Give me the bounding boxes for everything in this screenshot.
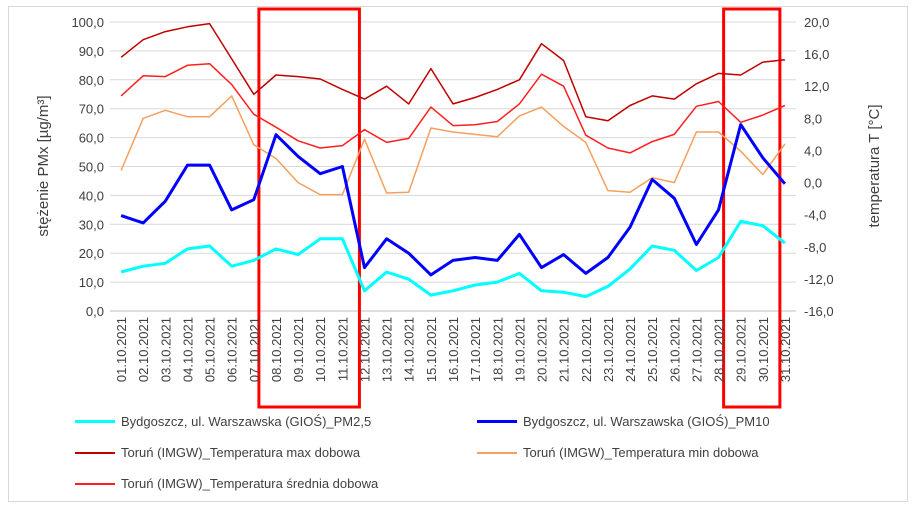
highlight-box	[257, 7, 361, 409]
y2-tick-label: 16,0	[804, 47, 829, 62]
y2-axis-title: temperatura T [°C]	[866, 105, 883, 228]
legend-swatch-tmin	[477, 451, 517, 454]
y2-tick-label: -16,0	[804, 304, 834, 319]
y2-tick-label: -12,0	[804, 272, 834, 287]
y-tick-label: 0,0	[86, 304, 104, 319]
y2-tick-label: 8,0	[804, 111, 822, 126]
legend-label-pm10: Bydgoszcz, ul. Warszawska (GIOŚ)_PM10	[523, 414, 770, 429]
series-line	[120, 219, 786, 299]
y-tick-label: 90,0	[79, 44, 104, 59]
x-tick-label: 16.10.2021	[446, 317, 461, 382]
x-tick-label: 30.10.2021	[756, 317, 771, 382]
legend-swatch-pm10	[477, 420, 517, 423]
chart-frame	[8, 6, 908, 502]
x-tick-label: 03.10.2021	[158, 317, 173, 382]
x-tick-label: 05.10.2021	[203, 317, 218, 382]
y2-tick-label: 4,0	[804, 143, 822, 158]
y-tick-label: 100,0	[71, 15, 104, 30]
y-tick-label: 70,0	[79, 102, 104, 117]
y-tick-label: 30,0	[79, 217, 104, 232]
series-lines	[120, 22, 787, 299]
x-tick-label: 09.10.2021	[291, 317, 306, 382]
y2-tick-label: 20,0	[804, 15, 829, 30]
legend-label-tmax: Toruń (IMGW)_Temperatura max dobowa	[121, 445, 361, 460]
x-tick-label: 22.10.2021	[579, 317, 594, 382]
right-tick-labels: -16,0 -12,0 -8,0 -4,0 0,0 4,0 8,0 12,0 16,0 20,0	[804, 15, 834, 319]
x-tick-label: 29.10.2021	[734, 317, 749, 382]
legend-item-tmax: Toruń (IMGW)_Temperatura max dobowa	[75, 445, 360, 460]
legend-item-tavg: Toruń (IMGW)_Temperatura średnia dobowa	[75, 476, 378, 491]
series-line	[120, 123, 787, 277]
y-tick-label: 40,0	[79, 188, 104, 203]
series-line	[120, 22, 785, 122]
legend-swatch-tmax	[75, 451, 115, 454]
y-tick-label: 60,0	[79, 131, 104, 146]
x-tick-label: 25.10.2021	[645, 317, 660, 382]
x-tick-label: 10.10.2021	[313, 317, 328, 382]
series-line	[120, 62, 786, 154]
x-tick-label: 23.10.2021	[601, 317, 616, 382]
legend-swatch-pm25	[75, 420, 115, 423]
legend-label-tavg: Toruń (IMGW)_Temperatura średnia dobowa	[121, 476, 379, 491]
x-tick-label: 14.10.2021	[402, 317, 417, 382]
x-tick-label: 27.10.2021	[689, 317, 704, 382]
x-tick-label: 13.10.2021	[380, 317, 395, 382]
x-tick-label: 07.10.2021	[247, 317, 262, 382]
x-tick-label: 20.10.2021	[535, 317, 550, 382]
x-tick-label: 26.10.2021	[667, 317, 682, 382]
x-tick-label: 06.10.2021	[225, 317, 240, 382]
x-tick-label: 19.10.2021	[512, 317, 527, 382]
x-tick-label: 24.10.2021	[623, 317, 638, 382]
x-tick-label: 04.10.2021	[180, 317, 195, 382]
legend-swatch-tavg	[75, 482, 115, 485]
y-tick-label: 20,0	[79, 246, 104, 261]
y-tick-label: 10,0	[79, 275, 104, 290]
highlight-box	[722, 7, 782, 409]
y-tick-label: 80,0	[79, 73, 104, 88]
left-tick-labels: 0,0 10,0 20,0 30,0 40,0 50,0 60,0 70,0 80,0 90,0 1…	[71, 15, 104, 319]
x-tick-label: 21.10.2021	[557, 317, 572, 382]
legend-item-tmin: Toruń (IMGW)_Temperatura min dobowa	[477, 445, 759, 460]
x-tick-label: 28.10.2021	[712, 317, 727, 382]
x-tick-label: 02.10.2021	[136, 317, 151, 382]
highlight-boxes	[257, 7, 782, 409]
x-tick-label: 11.10.2021	[335, 317, 350, 381]
y2-tick-label: 12,0	[804, 79, 829, 94]
legend-item-pm25: Bydgoszcz, ul. Warszawska (GIOŚ)_PM2,5	[75, 414, 371, 429]
x-tick-label: 12.10.2021	[357, 317, 372, 382]
x-tick-label: 01.10.2021	[114, 317, 129, 382]
x-tick-label: 31.10.2021	[778, 317, 793, 382]
y2-tick-label: -8,0	[804, 240, 826, 255]
y-axis-title: stężenie PMx [µg/m³]	[35, 95, 52, 236]
y-tick-label: 50,0	[79, 160, 104, 175]
y2-tick-label: -4,0	[804, 208, 826, 223]
legend-label-pm25: Bydgoszcz, ul. Warszawska (GIOŚ)_PM2,5	[121, 414, 372, 429]
y2-tick-label: 0,0	[804, 176, 822, 191]
x-tick-label: 18.10.2021	[490, 317, 505, 382]
legend-label-tmin: Toruń (IMGW)_Temperatura min dobowa	[523, 445, 759, 460]
x-tick-labels: 01.10.2021 02.10.2021 03.10.2021 04.10.2021…	[114, 317, 793, 382]
legend-item-pm10: Bydgoszcz, ul. Warszawska (GIOŚ)_PM10	[477, 414, 770, 429]
x-tick-label: 08.10.2021	[269, 317, 284, 382]
x-tick-label: 15.10.2021	[424, 317, 439, 382]
series-line	[120, 95, 786, 196]
x-tick-label: 17.10.2021	[468, 317, 483, 382]
